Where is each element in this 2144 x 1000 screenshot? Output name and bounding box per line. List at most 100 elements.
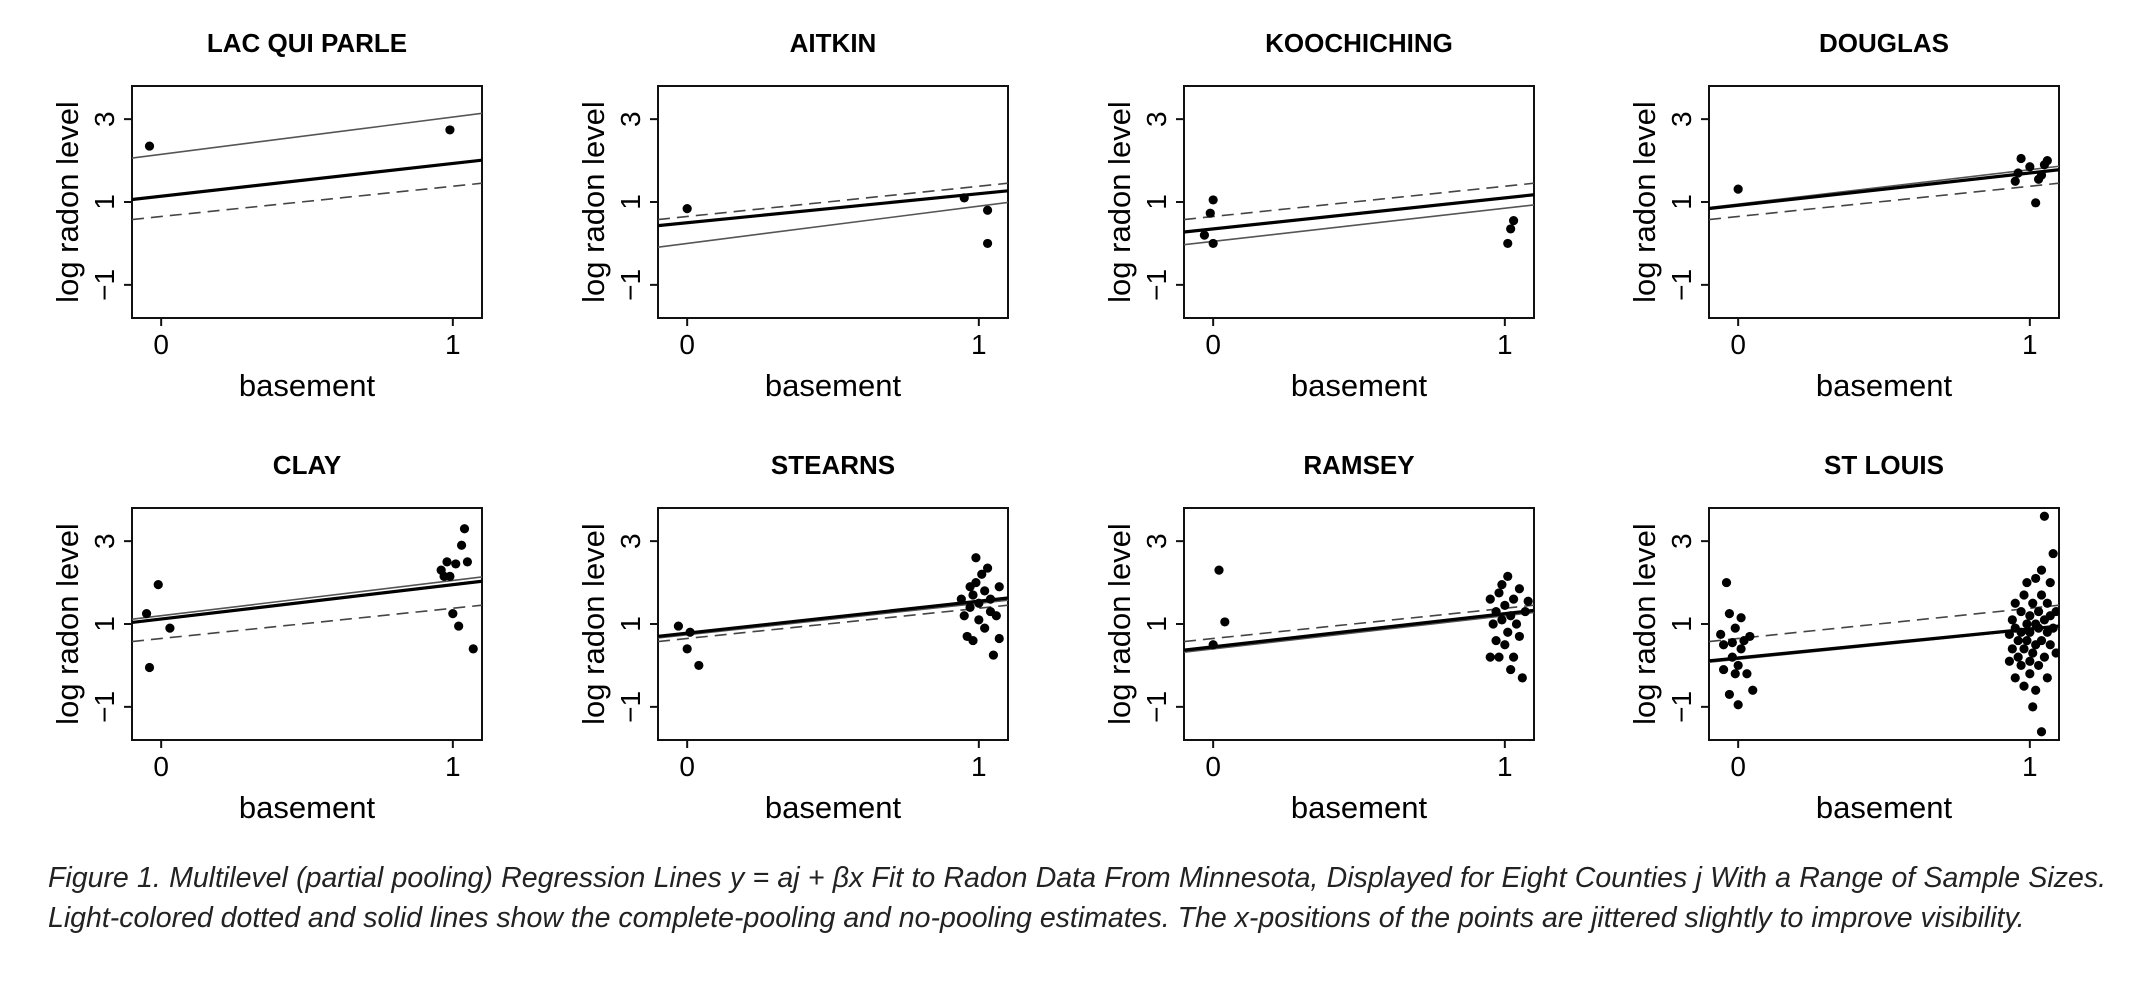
data-point bbox=[2051, 606, 2059, 617]
y-tick-label: 3 bbox=[1141, 533, 1172, 549]
data-point bbox=[2022, 619, 2032, 629]
data-point bbox=[673, 621, 684, 631]
data-point bbox=[2007, 644, 2017, 654]
data-point bbox=[965, 602, 975, 613]
data-point bbox=[1724, 689, 1735, 700]
x-axis-label: basement bbox=[765, 790, 902, 825]
data-point bbox=[2025, 656, 2035, 666]
data-point bbox=[1488, 619, 1498, 629]
y-tick-label: −1 bbox=[615, 691, 646, 723]
data-point bbox=[2031, 198, 2041, 208]
y-axis-label: log radon level bbox=[1627, 523, 1662, 725]
data-point bbox=[462, 557, 473, 567]
data-point bbox=[2019, 644, 2029, 654]
y-tick-label: 1 bbox=[1666, 194, 1697, 210]
data-point bbox=[1514, 584, 1525, 594]
data-point bbox=[1727, 652, 1737, 662]
data-point bbox=[1724, 609, 1735, 619]
data-point bbox=[985, 594, 996, 604]
data-point bbox=[982, 563, 993, 573]
data-point bbox=[1208, 195, 1218, 205]
partial-pooling-line bbox=[132, 579, 482, 625]
x-axis-label: basement bbox=[1816, 368, 1953, 403]
data-point bbox=[1520, 606, 1530, 617]
data-point bbox=[1736, 613, 1746, 623]
panel-title: LAC QUI PARLE bbox=[207, 28, 407, 58]
data-point bbox=[1517, 673, 1527, 683]
data-point bbox=[1491, 635, 1501, 646]
y-tick-label: 3 bbox=[1666, 533, 1697, 549]
data-point bbox=[988, 650, 999, 660]
data-point bbox=[2039, 652, 2050, 662]
data-point bbox=[2028, 702, 2038, 712]
chart-panel: STEARNS 0 1 3 1 −1 basement log radon level bbox=[576, 450, 1009, 825]
complete-pooling-line bbox=[1709, 604, 2059, 643]
data-point bbox=[1733, 660, 1743, 671]
data-point bbox=[153, 580, 163, 590]
x-tick-label: 1 bbox=[2022, 751, 2038, 782]
data-point bbox=[2045, 640, 2055, 650]
complete-pooling-line bbox=[132, 604, 482, 643]
data-point bbox=[451, 559, 461, 569]
data-point bbox=[1748, 685, 1758, 695]
figure-panels: LAC QUI PARLE 0 1 3 1 −1 basement log radon lev… bbox=[50, 28, 2060, 825]
data-point bbox=[694, 660, 704, 671]
data-point bbox=[1491, 606, 1501, 617]
panel-title: ST LOUIS bbox=[1824, 450, 1944, 480]
partial-pooling-line bbox=[1709, 168, 2059, 211]
complete-pooling-line bbox=[132, 182, 482, 221]
data-point bbox=[994, 582, 1004, 592]
data-point bbox=[991, 611, 1001, 621]
panel-title: AITKIN bbox=[790, 28, 877, 58]
data-point bbox=[2025, 611, 2035, 621]
x-tick-label: 1 bbox=[2022, 329, 2038, 360]
x-tick-label: 1 bbox=[1497, 751, 1513, 782]
data-point bbox=[1716, 629, 1726, 639]
x-axis-label: basement bbox=[765, 368, 902, 403]
data-point bbox=[2022, 577, 2032, 588]
data-point bbox=[968, 590, 978, 600]
chart-panel: LAC QUI PARLE 0 1 3 1 −1 basement log radon lev… bbox=[50, 28, 483, 403]
data-point bbox=[2010, 673, 2020, 683]
x-axis-label: basement bbox=[1291, 368, 1428, 403]
data-point bbox=[1506, 224, 1516, 234]
y-tick-label: 1 bbox=[1666, 616, 1697, 632]
data-point bbox=[2010, 176, 2020, 186]
data-point bbox=[144, 662, 155, 673]
data-point bbox=[445, 125, 455, 135]
x-tick-label: 0 bbox=[679, 751, 695, 782]
y-tick-label: −1 bbox=[615, 269, 646, 301]
data-point bbox=[454, 621, 464, 631]
data-point bbox=[1718, 664, 1729, 675]
data-point bbox=[2036, 590, 2047, 600]
partial-pooling-line bbox=[1184, 608, 1534, 652]
data-point bbox=[141, 609, 152, 619]
data-point bbox=[2033, 606, 2044, 617]
x-tick-label: 0 bbox=[1730, 329, 1746, 360]
data-point bbox=[1511, 619, 1522, 629]
x-tick-label: 0 bbox=[1730, 751, 1746, 782]
panel-title: STEARNS bbox=[771, 450, 895, 480]
data-point bbox=[2033, 660, 2044, 671]
data-point bbox=[1503, 627, 1513, 637]
data-point bbox=[2025, 669, 2035, 679]
chart-panel: CLAY 0 1 3 1 −1 basement log radon level bbox=[50, 450, 483, 825]
data-point bbox=[1730, 669, 1740, 679]
complete-pooling-line bbox=[1184, 182, 1534, 221]
data-point bbox=[1718, 640, 1729, 650]
data-point bbox=[1503, 571, 1513, 581]
data-point bbox=[1733, 184, 1743, 194]
x-tick-label: 1 bbox=[971, 329, 987, 360]
no-pooling-line bbox=[132, 576, 482, 621]
data-point bbox=[1733, 700, 1743, 710]
partial-pooling-line bbox=[658, 596, 1008, 638]
chart-panel: RAMSEY 0 1 3 1 −1 basement log radon level bbox=[1102, 450, 1535, 825]
data-point bbox=[2013, 635, 2023, 646]
no-pooling-line bbox=[132, 112, 482, 159]
plot-area bbox=[132, 112, 482, 221]
data-point bbox=[977, 569, 987, 579]
y-axis-label: log radon level bbox=[1627, 101, 1662, 303]
x-axis-label: basement bbox=[1291, 790, 1428, 825]
data-point bbox=[2048, 548, 2058, 559]
data-point bbox=[2039, 511, 2050, 521]
